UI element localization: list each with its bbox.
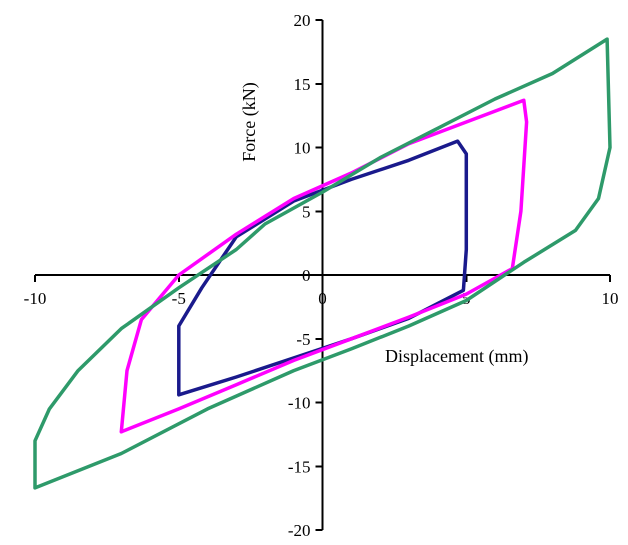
y-tick-label: 0 — [302, 266, 311, 285]
y-tick-label: 10 — [294, 139, 311, 158]
y-tick-label: 20 — [294, 11, 311, 30]
series-line-2 — [119, 98, 529, 434]
y-tick-label: 15 — [294, 75, 311, 94]
x-tick-label: 10 — [602, 289, 619, 308]
x-tick-label: 0 — [318, 289, 327, 308]
series-line-3 — [33, 37, 612, 490]
x-tick-label: -5 — [172, 289, 186, 308]
y-tick-label: -5 — [296, 330, 310, 349]
y-tick-label: 5 — [302, 202, 311, 221]
x-tick-label: -10 — [24, 289, 47, 308]
series-layer — [33, 37, 612, 490]
x-axis-title: Displacement (mm) — [385, 346, 528, 367]
y-tick-label: -10 — [288, 394, 311, 413]
y-tick-label: -20 — [288, 521, 311, 540]
y-tick-label: -15 — [288, 457, 311, 476]
y-axis-title: Force (kN) — [239, 82, 260, 161]
